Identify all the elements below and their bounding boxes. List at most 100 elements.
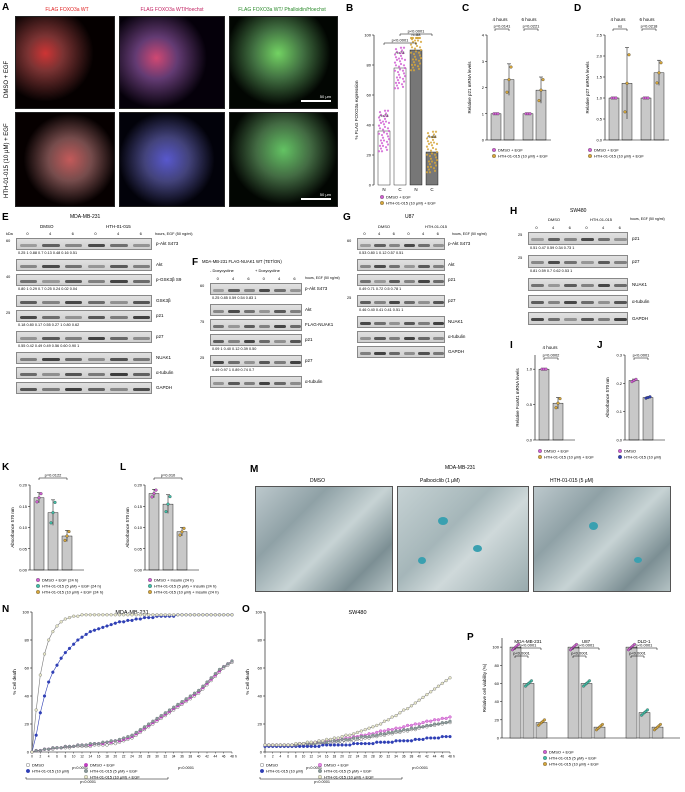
blot-strip [16, 382, 152, 394]
time-label-g: hours, EGF (50 ng/ml) [452, 232, 487, 236]
blot-row-label: α-tubulin [448, 334, 466, 339]
n-point [30, 750, 34, 754]
blot-band [564, 318, 577, 321]
blot-band [597, 301, 611, 304]
p-2b-bracket [630, 647, 658, 650]
blot-band [418, 300, 430, 304]
n-point [67, 744, 72, 748]
n-point [184, 613, 188, 617]
blot-band [110, 300, 128, 304]
blot-band [42, 279, 60, 283]
d-point [627, 53, 631, 57]
blot-band [228, 288, 240, 292]
blot-band [274, 324, 286, 328]
l-point [166, 502, 170, 506]
l-legend-label: DMSO + Insulin (24 h) [154, 578, 194, 583]
b-y-tick-label: 100 [364, 33, 371, 38]
blot-band [531, 301, 544, 304]
blot-band [87, 300, 105, 304]
lane-time-label: 6 [618, 225, 621, 230]
k-point [65, 534, 69, 538]
c-y-tick-label: 2 [482, 85, 485, 90]
j-legend-marker [618, 455, 622, 459]
o-point [367, 726, 371, 730]
blot-strip [528, 232, 628, 245]
o-point [290, 743, 294, 747]
b-point [431, 138, 435, 141]
o-point [321, 740, 325, 744]
o-x-tick-label: 10 [302, 755, 306, 759]
blot-band [614, 301, 627, 304]
b-point [427, 142, 431, 145]
n-point [172, 706, 176, 711]
blot-band [42, 357, 60, 361]
n-point [205, 613, 209, 617]
n-legend-label: DMSO [32, 763, 44, 768]
blot-band [42, 243, 60, 247]
o-point [290, 743, 294, 747]
o-x-tick-label: 2 [272, 755, 274, 759]
o-point [294, 744, 298, 748]
n-point [80, 635, 84, 639]
o-point [317, 740, 321, 744]
d-legend-label: HTH-01-015 (10 μM) + EGF [594, 154, 644, 159]
n-x-tick-label: 22 [122, 755, 126, 759]
phase-label-1: DMSO [310, 478, 325, 484]
n-point [163, 713, 167, 718]
o-point [402, 739, 406, 743]
o-point [267, 744, 271, 748]
b-point [397, 65, 401, 68]
o-point [294, 741, 298, 746]
lane-time-label: 6 [293, 276, 296, 281]
blot-band [581, 318, 594, 321]
n-point [105, 740, 109, 744]
b-point [412, 69, 416, 72]
l-y-tick-label: 0.10 [134, 525, 143, 530]
i-bar [552, 402, 564, 441]
o-point [394, 713, 398, 718]
o-point [394, 739, 398, 743]
c-y-tick-label: 3 [482, 59, 485, 64]
p-point [601, 722, 604, 726]
blot-band [65, 387, 83, 391]
b-point [387, 138, 391, 141]
o-point [348, 737, 352, 741]
b-point [433, 153, 437, 156]
o-point [355, 730, 360, 734]
o-x-tick-label: 18 [333, 755, 337, 759]
blot-row-label: α-tubulin [305, 379, 323, 384]
lane-time-label: 6 [139, 231, 142, 236]
o-point [332, 743, 336, 747]
b-point [428, 154, 432, 158]
o-point [409, 727, 414, 732]
p-point [572, 645, 575, 649]
b-point [399, 54, 403, 57]
blot-band [258, 339, 271, 343]
c-legend-marker [492, 154, 496, 158]
n-point [230, 660, 234, 664]
blot-band [133, 315, 151, 319]
blot-band [389, 243, 401, 247]
p-point [537, 723, 540, 727]
d-legend-marker [588, 154, 592, 158]
blot-band [433, 243, 445, 247]
o-point [301, 744, 306, 748]
b-point [425, 171, 429, 174]
col-title-1: FLAG FOXO3a WT [45, 7, 89, 13]
o-x-unit: h [453, 755, 455, 759]
j-y-tick-label: 0.2 [616, 381, 622, 386]
blot-band [243, 381, 256, 385]
blot-band [212, 288, 225, 292]
n-point [142, 727, 147, 732]
b-point [429, 157, 433, 160]
d-point [644, 96, 648, 100]
n-x-tick-label: 48 [230, 755, 234, 759]
o-point [309, 741, 313, 746]
panel-letter-a: A [2, 2, 10, 13]
p-0a-pvalue: p<0.0001 [513, 651, 531, 656]
o-point [425, 736, 429, 740]
n-point [184, 699, 188, 704]
b-point [396, 79, 400, 82]
blot-band [228, 324, 240, 328]
n-point [176, 702, 180, 706]
